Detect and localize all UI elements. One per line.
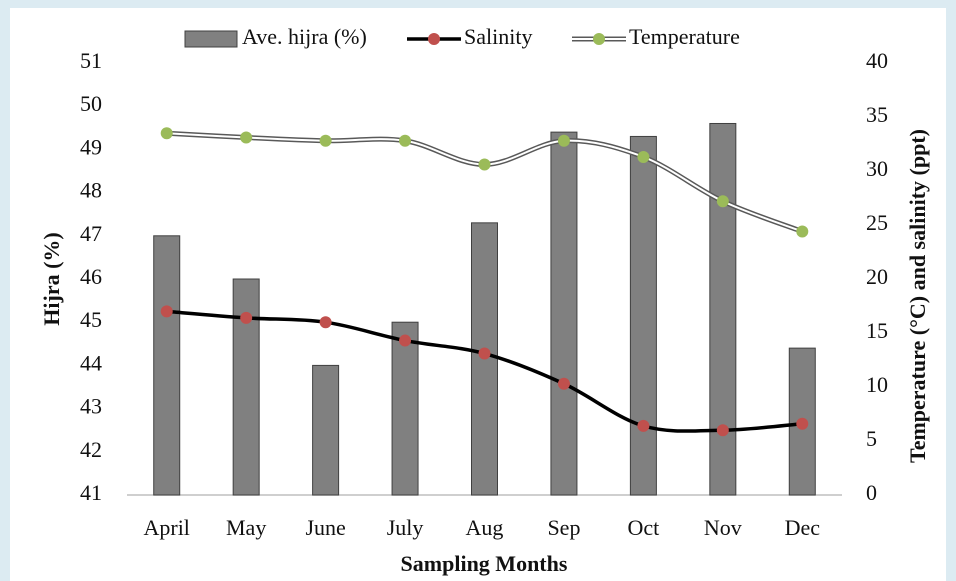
y-tick-label: 43 [80,394,102,419]
y2-axis-title: Temperature (°C) and salinity (ppt) [905,129,930,463]
y2-tick-label: 25 [866,210,888,235]
salinity-marker [319,316,332,329]
y2-tick-label: 5 [866,426,877,451]
temperature-marker [478,158,491,171]
y2-tick-label: 30 [866,156,888,181]
salinity-marker [637,419,650,432]
y-tick-label: 51 [80,48,102,73]
salinity-marker [796,417,809,430]
x-axis-title: Sampling Months [401,551,568,576]
y-tick-label: 45 [80,307,102,332]
x-tick-label: Sep [547,515,580,540]
x-tick-label: Dec [785,515,821,540]
temperature-marker [796,225,809,238]
x-tick-label: July [387,515,424,540]
y-tick-label: 41 [80,480,102,505]
temperature-marker [319,134,332,147]
y-tick-label: 46 [80,264,102,289]
y2-tick-label: 20 [866,264,888,289]
y-tick-label: 48 [80,178,102,203]
y2-tick-label: 35 [866,102,888,127]
temperature-marker [716,195,729,208]
salinity-marker [160,305,173,318]
y2-tick-label: 40 [866,48,888,73]
legend-label: Temperature [629,24,740,49]
bar [629,135,657,496]
salinity-marker [240,311,253,324]
temperature-marker [637,150,650,163]
bar [232,278,260,496]
salinity-marker [557,377,570,390]
y2-tick-label: 0 [866,480,877,505]
y2-tick-label: 15 [866,318,888,343]
x-tick-label: April [143,515,189,540]
y-tick-label: 50 [80,91,102,116]
y-tick-label: 42 [80,437,102,462]
salinity-marker [399,334,412,347]
bar [153,235,181,496]
bar [709,122,737,496]
x-tick-label: Aug [466,515,504,540]
legend-label: Ave. hijra (%) [242,24,367,49]
x-tick-label: Nov [704,515,742,540]
bar [312,364,340,496]
legend-marker [428,33,440,45]
y-axis-title: Hijra (%) [39,232,64,325]
bar [391,321,419,496]
temperature-marker [399,134,412,147]
y-tick-label: 49 [80,134,102,159]
x-tick-label: June [305,515,345,540]
bar [550,131,578,496]
x-tick-label: May [226,515,266,540]
legend-swatch [184,30,238,48]
legend-marker [593,33,605,45]
y-tick-label: 47 [80,221,102,246]
temperature-marker [160,127,173,140]
temperature-marker [557,134,570,147]
x-tick-label: Oct [628,515,660,540]
legend-label: Salinity [464,24,532,49]
salinity-marker [478,347,491,360]
temperature-marker [240,131,253,144]
salinity-marker [716,424,729,437]
y2-tick-label: 10 [866,372,888,397]
y-tick-label: 44 [80,350,102,375]
